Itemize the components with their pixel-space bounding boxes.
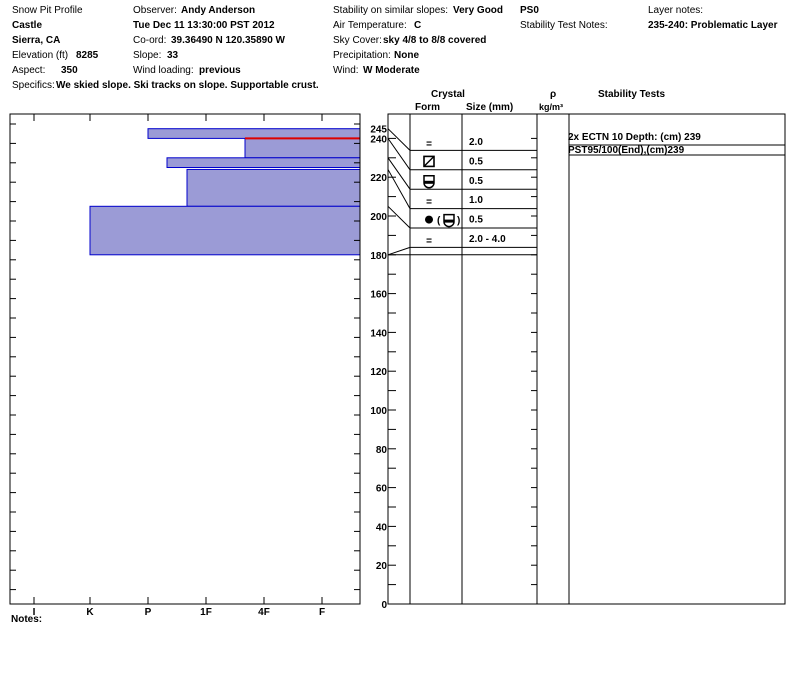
hardness-label-I: I — [33, 607, 36, 618]
crystal-size: 2.0 — [469, 137, 483, 148]
observer-label: Observer: — [133, 5, 177, 16]
crystal-form-rounded: = — [426, 197, 432, 208]
crystal-form-rounded: = — [426, 139, 432, 150]
height-label-200: 200 — [370, 212, 387, 223]
crystal-size: 2.0 - 4.0 — [469, 234, 506, 245]
crystal-form-rounded: = — [426, 236, 432, 247]
specifics-label: Specifics: — [12, 80, 55, 91]
layer-notes-label: Layer notes: — [648, 5, 704, 16]
plot-frame — [9, 113, 361, 605]
elevation-label: Elevation (ft) — [12, 50, 69, 61]
wind-label: Wind: — [333, 65, 359, 76]
hardness-label-P: P — [145, 607, 152, 618]
layer-connector — [387, 169, 411, 209]
svg-text:): ) — [457, 216, 460, 227]
crystal-form-faceted-icon — [423, 155, 435, 168]
crystal-form-mixed-icon: () — [425, 213, 460, 228]
hardness-layer-5 — [89, 205, 361, 256]
sky-cover-label: Sky Cover: — [333, 35, 382, 46]
hardness-label-F: F — [319, 607, 325, 618]
layer-connector — [387, 128, 411, 151]
precipitation-label: Precipitation: — [333, 50, 391, 61]
aspect-value: 350 — [61, 65, 78, 76]
region-name: Sierra, CA — [12, 35, 61, 46]
slope-label: Slope: — [133, 50, 162, 61]
height-label-120: 120 — [370, 367, 387, 378]
coord-label: Co-ord: — [133, 35, 167, 46]
crystal-header: Crystal — [431, 89, 465, 100]
air-temp-label: Air Temperature: — [333, 20, 407, 31]
stability-test-notes-label: Stability Test Notes: — [520, 20, 608, 31]
crystal-size: 1.0 — [469, 195, 483, 206]
layer-notes-value: 235-240: Problematic Layer — [648, 20, 778, 31]
coord-value: 39.36490 N 120.35890 W — [171, 35, 285, 46]
hardness-label-4F: 4F — [258, 607, 270, 618]
precipitation-value: None — [394, 50, 419, 61]
hardness-label-1F: 1F — [200, 607, 212, 618]
pit-profile-title: Snow Pit Profile — [12, 5, 83, 16]
layer-connector — [387, 138, 411, 171]
height-label-160: 160 — [370, 290, 387, 301]
table-frame — [387, 113, 786, 605]
aspect-label: Aspect: — [12, 65, 46, 76]
specifics-value: We skied slope. Ski tracks on slope. Sup… — [56, 80, 319, 91]
layer-connector — [387, 246, 411, 256]
stability-label: Stability on similar slopes: — [333, 5, 449, 16]
wind-loading-label: Wind loading: — [133, 65, 194, 76]
crystal-size: 0.5 — [469, 215, 483, 226]
stability-test-1: 2x ECTN 10 Depth: (cm) 239 — [568, 132, 701, 143]
layer-connector — [387, 205, 411, 229]
height-label-245: 245 — [370, 125, 387, 136]
height-label-80: 80 — [376, 445, 388, 456]
hardness-label-K: K — [86, 607, 94, 618]
location-name: Castle — [12, 20, 43, 31]
wind-value: W Moderate — [363, 65, 420, 76]
sky-cover-value: sky 4/8 to 8/8 covered — [383, 35, 487, 46]
height-label-20: 20 — [376, 561, 388, 572]
stability-tests-header: Stability Tests — [598, 89, 666, 100]
wind-loading-value: previous — [199, 65, 241, 76]
stability-value: Very Good — [453, 5, 504, 16]
height-label-240: 240 — [370, 134, 387, 145]
crystal-size: 0.5 — [469, 176, 483, 187]
svg-text:(: ( — [437, 216, 441, 227]
crystal-form-crust-icon — [423, 175, 435, 189]
layer-connector — [387, 157, 411, 190]
size-header: Size (mm) — [466, 102, 514, 113]
pit-id: PS0 — [520, 5, 539, 16]
hardness-layer-4 — [186, 168, 361, 207]
observation-datetime: Tue Dec 11 13:30:00 PST 2012 — [133, 20, 275, 31]
slope-value: 33 — [167, 50, 179, 61]
elevation-value: 8285 — [76, 50, 99, 61]
observer-value: Andy Anderson — [181, 5, 256, 16]
notes-label: Notes: — [11, 614, 43, 625]
air-temp-value: C — [414, 20, 422, 31]
form-header: Form — [415, 102, 440, 113]
height-label-40: 40 — [376, 522, 388, 533]
stability-test-2: PST95/100(End),(cm)239 — [568, 145, 685, 156]
crystal-size: 0.5 — [469, 156, 483, 167]
height-label-140: 140 — [370, 328, 387, 339]
height-label-0: 0 — [381, 600, 387, 611]
height-label-180: 180 — [370, 251, 387, 262]
height-label-100: 100 — [370, 406, 387, 417]
density-unit: kg/m³ — [539, 102, 564, 112]
height-label-60: 60 — [376, 484, 388, 495]
density-header: ρ — [550, 89, 557, 100]
height-label-220: 220 — [370, 173, 387, 184]
